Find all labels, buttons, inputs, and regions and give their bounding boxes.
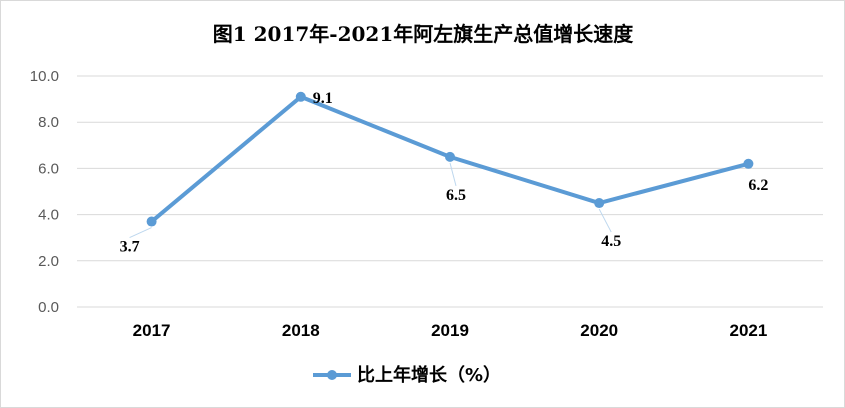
x-tick-label: 2018	[282, 321, 320, 340]
data-label: 9.1	[313, 90, 333, 107]
legend-label: 比上年增长（%）	[357, 364, 501, 386]
data-label: 6.2	[748, 177, 768, 194]
data-point	[594, 198, 605, 209]
chart-title: 图1 2017年-2021年阿左旗生产总值增长速度	[213, 22, 635, 46]
y-tick-label: 4.0	[38, 207, 59, 224]
legend: 比上年增长（%）	[313, 364, 501, 386]
y-tick-label: 8.0	[38, 114, 59, 131]
label-leader-line	[449, 162, 457, 186]
label-leader-line	[598, 208, 612, 233]
gridlines	[77, 75, 823, 308]
y-tick-label: 2.0	[38, 253, 59, 270]
data-point	[295, 91, 306, 102]
x-tick-label: 2019	[431, 321, 469, 340]
series-layer	[146, 91, 754, 227]
data-point	[743, 158, 754, 169]
x-tick-label: 2017	[133, 321, 171, 340]
data-label: 3.7	[120, 239, 140, 256]
y-tick-label: 10.0	[30, 68, 59, 85]
x-axis-ticks: 2017 2018 2019 2020 2021	[133, 321, 768, 340]
x-tick-label: 2020	[580, 321, 618, 340]
label-leader-lines	[129, 162, 612, 238]
x-tick-label: 2021	[729, 321, 767, 340]
y-tick-label: 0.0	[38, 299, 59, 316]
y-tick-label: 6.0	[38, 160, 59, 177]
data-label: 4.5	[601, 233, 621, 250]
y-axis-ticks: 0.0 2.0 4.0 6.0 8.0 10.0	[30, 68, 59, 316]
data-point	[146, 216, 157, 227]
data-labels: 3.7 9.1 6.5 4.5 6.2	[120, 90, 769, 256]
data-label: 6.5	[446, 187, 466, 204]
data-point	[445, 151, 455, 162]
label-leader-line	[129, 227, 152, 238]
legend-point-marker	[327, 370, 337, 380]
